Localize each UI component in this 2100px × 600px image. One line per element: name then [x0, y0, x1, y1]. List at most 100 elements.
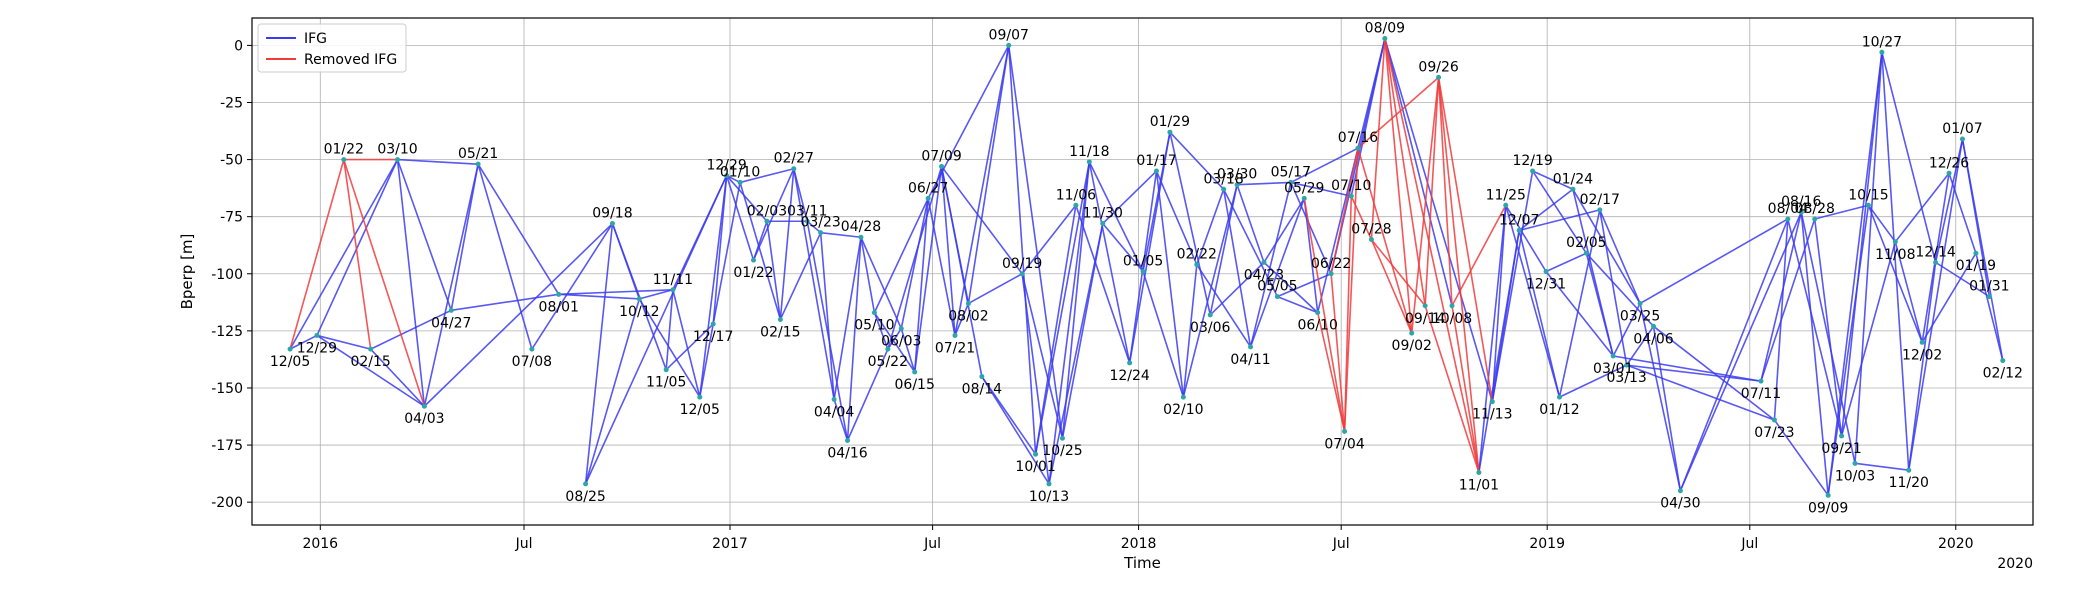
- acquisition-point: [1906, 467, 1912, 473]
- acquisition-point: [1153, 168, 1159, 174]
- ifg-edge: [1639, 303, 1682, 491]
- ifg-edge: [1921, 173, 1950, 343]
- acquisition-point: [556, 291, 562, 297]
- ifg-edge: [1034, 161, 1091, 455]
- ifg-edge: [1142, 271, 1185, 398]
- acquisition-point: [804, 218, 810, 224]
- ifg-edge: [913, 166, 943, 373]
- acquisition-date-label: 10/03: [1835, 468, 1875, 484]
- acquisition-point: [1073, 202, 1079, 208]
- acquisition-date-label: 06/22: [1311, 256, 1351, 272]
- ifg-edge: [766, 221, 782, 320]
- acquisition-point: [1194, 262, 1200, 268]
- acquisition-date-label: 11/18: [1069, 144, 1109, 160]
- acquisition-date-label: 05/05: [1257, 279, 1297, 295]
- acquisition-point: [1798, 209, 1804, 215]
- acquisition-date-label: 03/18: [1203, 171, 1243, 187]
- ifg-edge: [1894, 241, 1923, 343]
- acquisition-date-label: 04/23: [1244, 267, 1284, 283]
- y-tick-label: -125: [211, 324, 243, 340]
- acquisition-date-label: 10/15: [1848, 187, 1888, 203]
- ifg-edge: [779, 168, 795, 320]
- acquisition-date-label: 12/24: [1109, 368, 1149, 384]
- acquisition-date-label: 09/18: [592, 206, 632, 222]
- acquisition-point: [831, 396, 837, 402]
- acquisition-point: [1207, 312, 1213, 318]
- ifg-edge: [665, 323, 714, 371]
- y-tick-label: -75: [220, 210, 243, 226]
- acquisition-date-label: 04/03: [404, 411, 444, 427]
- acquisition-date-label: 01/24: [1553, 171, 1593, 187]
- ifg-edge: [1545, 252, 1587, 273]
- acquisition-date-label: 02/10: [1163, 402, 1203, 418]
- removed-ifg-edge: [1437, 77, 1453, 306]
- acquisition-date-label: 12/14: [1915, 244, 1955, 260]
- acquisition-date-label: 01/22: [733, 265, 773, 281]
- acquisition-point: [1261, 259, 1267, 265]
- acquisition-date-label: 10/13: [1029, 489, 1069, 505]
- ifg-edge: [584, 223, 614, 484]
- ifg-edge: [1249, 198, 1306, 348]
- ifg-edge: [752, 168, 795, 261]
- ifg-edge: [1787, 218, 1843, 437]
- removed-ifg-edge: [1384, 38, 1480, 473]
- acquisition-point: [583, 481, 589, 487]
- acquisition-date-label: 07/28: [1351, 222, 1391, 238]
- ifg-edge: [981, 376, 1050, 485]
- ifg-edge: [1088, 161, 1131, 364]
- acquisition-point: [1382, 36, 1388, 42]
- ifg-edge: [1653, 325, 1775, 421]
- ifg-edge: [1881, 52, 1910, 471]
- ifg-edge: [1840, 52, 1883, 437]
- acquisition-point: [1986, 294, 1992, 300]
- ifg-edge: [1679, 218, 1789, 492]
- acquisition-point: [1946, 170, 1952, 176]
- acquisition-point: [818, 230, 824, 236]
- acquisition-date-label: 04/28: [841, 219, 881, 235]
- ifg-edge: [873, 198, 929, 313]
- acquisition-point: [395, 157, 401, 163]
- ifg-edge: [1303, 198, 1319, 313]
- ifg-edge: [1626, 364, 1775, 421]
- removed-ifg-edge: [1437, 77, 1494, 402]
- ifg-edge: [1773, 419, 1829, 496]
- acquisition-point: [1476, 469, 1482, 475]
- ifg-edge: [1169, 131, 1225, 190]
- acquisition-point: [1651, 323, 1657, 329]
- acquisition-date-label: 07/09: [921, 148, 961, 164]
- acquisition-date-label: 01/19: [1956, 258, 1996, 274]
- ifg-edge: [1169, 132, 1212, 316]
- ifg-edge: [698, 175, 728, 398]
- acquisition-point: [1758, 378, 1764, 384]
- legend-label-ifg: IFG: [304, 31, 327, 47]
- acquisition-point: [670, 287, 676, 293]
- acquisition-date-label: 06/15: [895, 377, 935, 393]
- ifg-edge: [1236, 184, 1265, 263]
- acquisition-date-label: 09/26: [1418, 59, 1458, 75]
- acquisition-point: [1919, 339, 1925, 345]
- acquisition-point: [912, 369, 918, 375]
- kept-ifg-edges: [289, 38, 2004, 496]
- acquisition-date-label: 03/06: [1190, 320, 1230, 336]
- acquisition-date-label: 03/23: [800, 215, 840, 231]
- ifg-edge: [739, 167, 794, 184]
- ifg-edge: [289, 159, 399, 350]
- acquisition-date-label: 11/30: [1083, 206, 1123, 222]
- y-tick-label: -200: [211, 495, 243, 511]
- ifg-edge: [1679, 211, 1803, 492]
- y-tick-label: -150: [211, 381, 243, 397]
- acquisition-point: [1422, 303, 1428, 309]
- acquisition-date-label: 12/05: [680, 402, 720, 418]
- ifg-edge: [1491, 170, 1534, 402]
- ifg-edge: [1007, 45, 1064, 439]
- ifg-edge: [1263, 261, 1319, 314]
- ifg-edge: [1102, 170, 1158, 225]
- ifg-edge: [1209, 261, 1265, 316]
- ifg-edge: [1478, 205, 1507, 473]
- ifg-edge: [1827, 205, 1870, 496]
- acquisition-date-label: 09/14: [1405, 311, 1445, 327]
- ifg-edge: [1021, 273, 1050, 484]
- acquisition-date-label: 04/04: [814, 404, 854, 420]
